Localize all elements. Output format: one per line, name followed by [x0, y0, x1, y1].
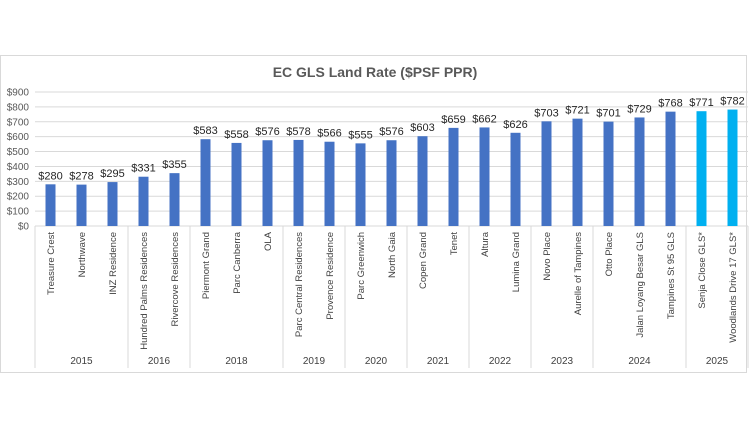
category-label: Senja Close GLS*: [697, 232, 708, 309]
data-label: $576: [255, 126, 279, 138]
bar: [665, 111, 676, 226]
chart-title: EC GLS Land Rate ($PSF PPR): [273, 64, 478, 80]
category-label: Parc Greenwich: [356, 232, 367, 300]
category-label: Jalan Loyang Besar GLS: [635, 232, 646, 338]
category-label: Aurelle of Tampines: [573, 232, 584, 316]
bar: [45, 184, 56, 226]
data-label: $659: [441, 114, 465, 126]
data-label: $576: [379, 126, 403, 138]
y-tick-label: $900: [7, 88, 30, 99]
bar: [324, 141, 335, 226]
bar: [510, 132, 521, 226]
data-label: $566: [317, 128, 341, 140]
data-label: $331: [131, 163, 155, 175]
category-label: Northwave: [77, 232, 88, 277]
data-label: $701: [596, 108, 620, 120]
data-label: $295: [100, 168, 124, 180]
y-tick-label: $400: [7, 162, 30, 173]
group-label: 2019: [303, 356, 326, 367]
data-label: $280: [38, 170, 62, 182]
y-tick-label: $0: [18, 222, 30, 233]
category-label: OLA: [263, 231, 274, 251]
category-label: Otto Place: [604, 232, 615, 276]
bar: [169, 173, 180, 226]
bar: [293, 139, 304, 226]
data-label: $578: [286, 126, 310, 138]
data-label: $782: [720, 96, 744, 108]
data-label: $721: [565, 105, 589, 117]
category-label: Hundred Palms Residences: [139, 232, 150, 350]
bar: [386, 140, 397, 226]
category-label: Tampines St 95 GLS: [666, 232, 677, 319]
bar: [572, 118, 583, 226]
group-label: 2021: [427, 356, 450, 367]
bar: [231, 142, 242, 226]
group-label: 2015: [70, 356, 93, 367]
bar: [603, 121, 614, 226]
data-label: $771: [689, 97, 713, 109]
group-label: 2018: [225, 356, 248, 367]
y-tick-label: $800: [7, 102, 30, 113]
data-label: $626: [503, 119, 527, 131]
category-label: Altura: [480, 231, 491, 257]
group-label: 2020: [365, 356, 388, 367]
data-label: $278: [69, 171, 93, 183]
bar: [200, 139, 211, 226]
category-label: Piermont Grand: [201, 232, 212, 299]
y-tick-label: $300: [7, 177, 30, 188]
category-label: INZ Residence: [108, 232, 119, 295]
data-label: $555: [348, 129, 372, 141]
data-label: $703: [534, 107, 558, 119]
bar: [727, 109, 738, 226]
data-label: $558: [224, 129, 248, 141]
category-label: Lumina Grand: [511, 232, 522, 292]
category-label: Tenet: [449, 232, 460, 256]
y-tick-label: $100: [7, 207, 30, 218]
bar: [479, 127, 490, 226]
bar: [107, 182, 118, 226]
category-label: Copen Grand: [418, 232, 429, 289]
bar: [634, 117, 645, 226]
y-tick-label: $200: [7, 192, 30, 203]
category-label: Parc Canberra: [232, 231, 243, 293]
category-label: Parc Central Residences: [294, 232, 305, 337]
data-label: $662: [472, 113, 496, 125]
bar: [138, 176, 149, 226]
y-tick-label: $600: [7, 132, 30, 143]
category-label: Rivercove Residences: [170, 232, 181, 327]
bar: [448, 127, 459, 226]
category-label: Novo Place: [542, 232, 553, 281]
bar: [541, 121, 552, 226]
bar: [262, 140, 273, 226]
group-label: 2022: [489, 356, 512, 367]
data-label: $355: [162, 159, 186, 171]
bar: [76, 184, 87, 226]
data-label: $603: [410, 122, 434, 134]
category-label: Woodlands Drive 17 GLS*: [728, 232, 739, 343]
bar: [696, 111, 707, 226]
chart-frame: [0, 55, 747, 373]
group-label: 2025: [706, 356, 729, 367]
group-label: 2023: [551, 356, 574, 367]
category-label: Provence Residence: [325, 232, 336, 320]
bar: [417, 136, 428, 226]
y-tick-label: $700: [7, 117, 30, 128]
data-label: $768: [658, 98, 682, 110]
group-label: 2024: [628, 356, 651, 367]
data-label: $729: [627, 103, 651, 115]
category-label: North Gaia: [387, 231, 398, 278]
bar: [355, 143, 366, 226]
y-tick-label: $500: [7, 147, 30, 158]
group-label: 2016: [148, 356, 171, 367]
category-label: Treasure Crest: [46, 232, 57, 295]
data-label: $583: [193, 125, 217, 137]
